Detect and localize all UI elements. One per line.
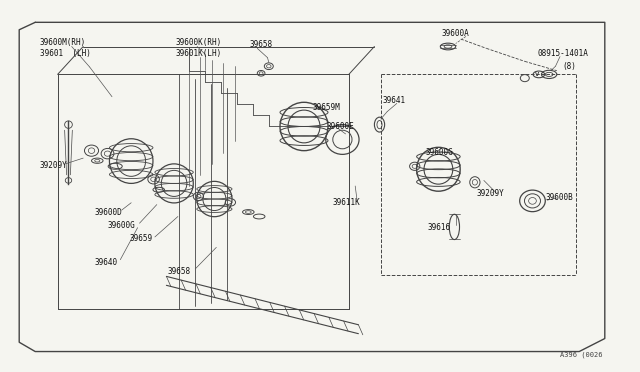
Text: A396 (0026: A396 (0026 [560, 352, 602, 358]
Text: 39209Y: 39209Y [477, 189, 504, 198]
Text: 39659: 39659 [129, 234, 152, 243]
Text: V: V [535, 72, 539, 77]
Text: 39616: 39616 [428, 223, 451, 232]
Text: 39600D: 39600D [95, 208, 122, 217]
Text: 39611K: 39611K [333, 198, 360, 207]
Text: 39601  (LH): 39601 (LH) [40, 49, 90, 58]
Text: 39601K(LH): 39601K(LH) [176, 49, 222, 58]
Text: 39600G: 39600G [108, 221, 135, 230]
Text: 39600B: 39600B [545, 193, 573, 202]
Text: 39209Y: 39209Y [40, 161, 67, 170]
Text: 39600A: 39600A [442, 29, 469, 38]
Text: 39658: 39658 [168, 267, 191, 276]
Text: 39640: 39640 [95, 258, 118, 267]
Text: 39641: 39641 [383, 96, 406, 105]
Text: (8): (8) [562, 62, 576, 71]
Text: 08915-1401A: 08915-1401A [538, 49, 588, 58]
Text: 39659M: 39659M [312, 103, 340, 112]
Text: 39600M(RH): 39600M(RH) [40, 38, 86, 47]
Text: 39600G: 39600G [426, 148, 453, 157]
Text: 39600K(RH): 39600K(RH) [176, 38, 222, 47]
Text: 39600E: 39600E [326, 122, 354, 131]
Text: 39658: 39658 [250, 40, 273, 49]
